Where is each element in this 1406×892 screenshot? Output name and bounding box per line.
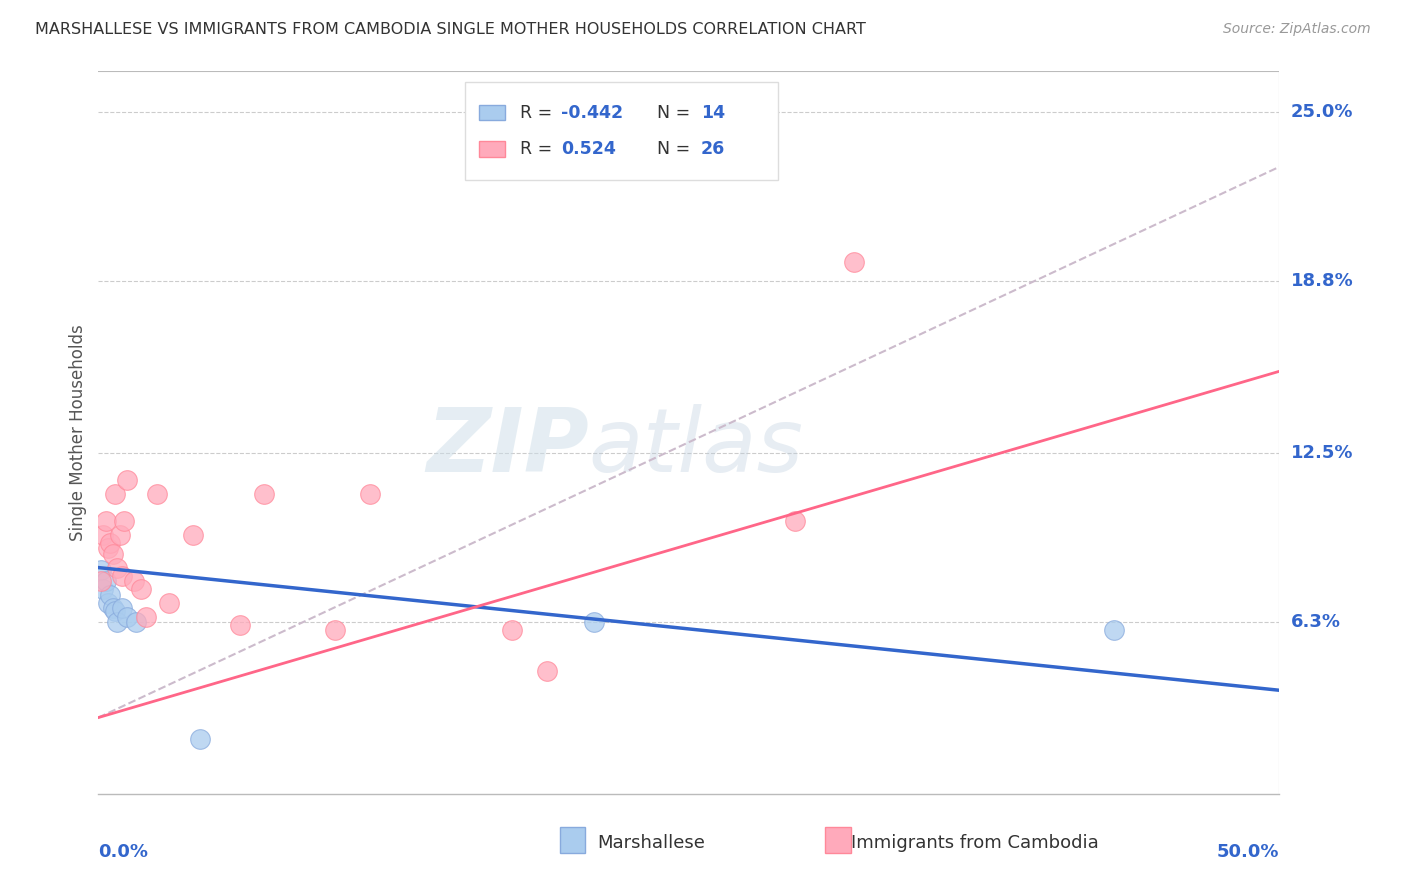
Point (98, 536, 121, 550)
Text: R =: R = (520, 140, 558, 159)
Point (229, 617, 252, 632)
Text: 0.524: 0.524 (561, 140, 616, 159)
Text: 0.0%: 0.0% (98, 843, 149, 861)
Point (501, 624, 523, 638)
Point (98, 588, 121, 602)
Bar (478, 142, 505, 157)
Point (122, 574, 145, 589)
Point (94, 574, 117, 589)
Text: 25.0%: 25.0% (1291, 103, 1353, 121)
Text: N =: N = (657, 140, 696, 159)
Point (111, 568, 134, 582)
Text: ZIP: ZIP (426, 403, 589, 491)
Point (91, 582, 114, 597)
Text: MARSHALLESE VS IMMIGRANTS FROM CAMBODIA SINGLE MOTHER HOUSEHOLDS CORRELATION CHA: MARSHALLESE VS IMMIGRANTS FROM CAMBODIA … (35, 22, 866, 37)
Point (97, 596, 120, 610)
Point (91, 528, 114, 542)
Point (253, 487, 276, 501)
Point (135, 609, 157, 624)
Text: 26: 26 (700, 140, 725, 159)
Point (129, 582, 152, 597)
Text: 14: 14 (700, 103, 725, 121)
Point (323, 624, 346, 638)
Text: -0.442: -0.442 (561, 103, 623, 121)
Point (115, 609, 138, 624)
Point (101, 601, 124, 615)
Text: 12.5%: 12.5% (1291, 444, 1353, 462)
Point (112, 514, 135, 528)
Point (108, 528, 131, 542)
Text: atlas: atlas (589, 404, 803, 490)
Point (94, 514, 117, 528)
Text: 18.8%: 18.8% (1291, 272, 1354, 290)
FancyBboxPatch shape (464, 82, 778, 180)
Point (157, 596, 180, 610)
Point (104, 604, 127, 618)
Point (785, 514, 807, 528)
Text: R =: R = (520, 103, 558, 121)
Text: Source: ZipAtlas.com: Source: ZipAtlas.com (1223, 22, 1371, 37)
Point (583, 615, 606, 629)
Point (536, 664, 558, 678)
Point (105, 615, 128, 629)
Point (115, 473, 138, 487)
Text: N =: N = (657, 103, 696, 121)
Point (1102, 624, 1125, 638)
Point (101, 547, 124, 561)
Point (188, 732, 211, 747)
Text: Immigrants from Cambodia: Immigrants from Cambodia (851, 834, 1098, 852)
Text: 50.0%: 50.0% (1218, 843, 1279, 861)
Text: Marshallese: Marshallese (598, 834, 706, 852)
Point (359, 487, 381, 501)
Point (111, 601, 134, 615)
Point (146, 487, 169, 501)
Point (90, 563, 112, 577)
Bar (478, 104, 505, 120)
Point (125, 615, 148, 629)
Point (105, 560, 128, 574)
Y-axis label: Single Mother Households: Single Mother Households (69, 325, 87, 541)
Point (90, 574, 112, 589)
Point (844, 255, 866, 269)
Point (97, 541, 120, 556)
Point (104, 487, 127, 501)
Text: 6.3%: 6.3% (1291, 613, 1340, 632)
Point (181, 528, 204, 542)
